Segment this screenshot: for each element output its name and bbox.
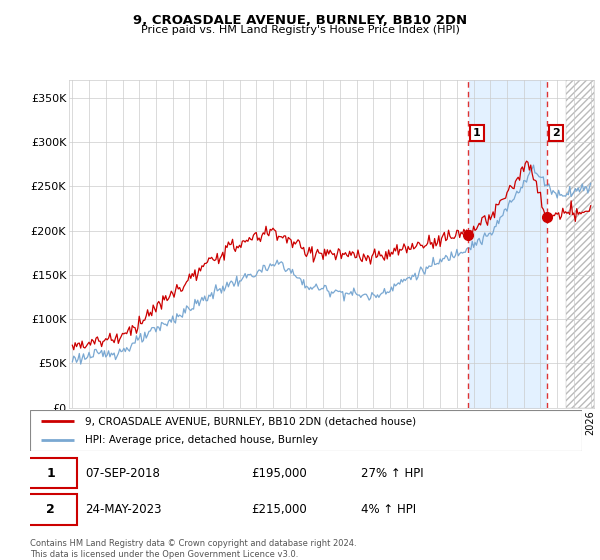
FancyBboxPatch shape [25, 458, 77, 488]
Text: 9, CROASDALE AVENUE, BURNLEY, BB10 2DN: 9, CROASDALE AVENUE, BURNLEY, BB10 2DN [133, 14, 467, 27]
Text: 24-MAY-2023: 24-MAY-2023 [85, 503, 162, 516]
Text: Contains HM Land Registry data © Crown copyright and database right 2024.: Contains HM Land Registry data © Crown c… [30, 539, 356, 548]
FancyBboxPatch shape [30, 410, 582, 451]
Text: 07-SEP-2018: 07-SEP-2018 [85, 466, 160, 480]
Text: 9, CROASDALE AVENUE, BURNLEY, BB10 2DN (detached house): 9, CROASDALE AVENUE, BURNLEY, BB10 2DN (… [85, 417, 416, 426]
Text: 1: 1 [473, 128, 481, 138]
Text: £215,000: £215,000 [251, 503, 307, 516]
Text: 4% ↑ HPI: 4% ↑ HPI [361, 503, 416, 516]
Text: 1: 1 [46, 466, 55, 480]
Text: HPI: Average price, detached house, Burnley: HPI: Average price, detached house, Burn… [85, 435, 318, 445]
Text: This data is licensed under the Open Government Licence v3.0.: This data is licensed under the Open Gov… [30, 550, 298, 559]
Text: 2: 2 [552, 128, 560, 138]
Text: 2: 2 [46, 503, 55, 516]
Text: Price paid vs. HM Land Registry's House Price Index (HPI): Price paid vs. HM Land Registry's House … [140, 25, 460, 35]
Text: £195,000: £195,000 [251, 466, 307, 480]
FancyBboxPatch shape [25, 494, 77, 525]
Text: 27% ↑ HPI: 27% ↑ HPI [361, 466, 424, 480]
